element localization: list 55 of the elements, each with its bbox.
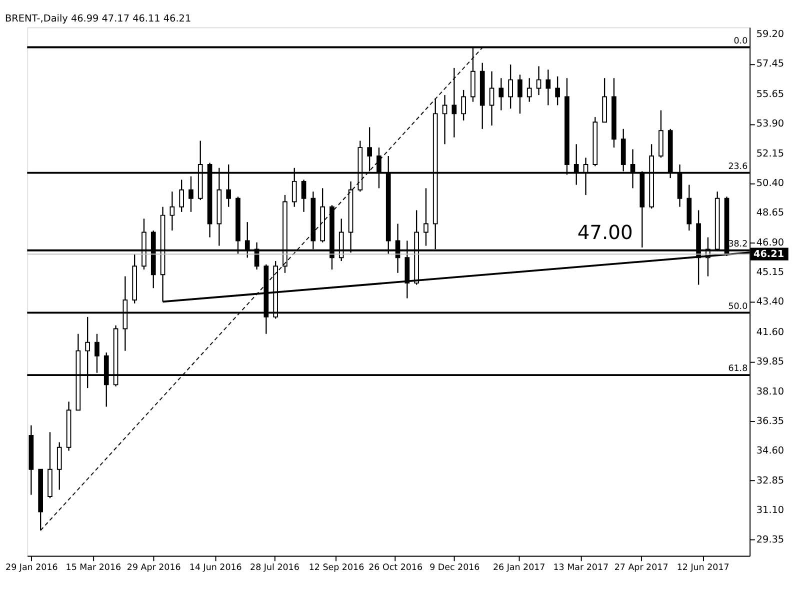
y-tick-label: 59.20: [756, 28, 784, 40]
candlestick: [498, 78, 504, 111]
candlestick: [518, 74, 522, 114]
x-tick-label: 27 Apr 2017: [614, 562, 668, 573]
annotation: 50.0: [728, 302, 748, 312]
y-tick-label: 46.90: [756, 237, 784, 248]
chart-title: BRENT-,Daily 46.99 47.17 46.11 46.21: [5, 13, 192, 24]
y-tick-label: 48.65: [756, 208, 784, 219]
x-tick-label: 13 Mar 2017: [553, 562, 609, 573]
annotation: 61.8: [728, 364, 748, 374]
ref-line-label: 46.21: [753, 249, 784, 260]
candlestick: [555, 76, 560, 106]
candlestick: [442, 94, 448, 145]
y-tick-label: 57.45: [756, 58, 784, 70]
x-tick-label: 26 Oct 2016: [368, 562, 423, 573]
y-tick-label: 31.10: [756, 504, 784, 516]
y-tick-label: 38.10: [756, 386, 784, 398]
y-tick-label: 32.85: [756, 475, 784, 486]
y-tick-label: 52.15: [756, 148, 784, 160]
x-tick-label: 29 Jan 2016: [6, 562, 58, 573]
y-tick-label: 43.40: [756, 296, 784, 308]
annotation: 23.6: [728, 162, 748, 172]
annotation: 47.00: [577, 221, 633, 244]
annotation: 0.0: [734, 36, 748, 46]
x-tick-label: 15 Mar 2016: [66, 562, 122, 573]
x-tick-label: 26 Jan 2017: [492, 562, 546, 573]
candlestick: [56, 442, 62, 490]
x-tick-label: 12 Jun 2017: [676, 562, 730, 573]
candlestick: [452, 67, 457, 138]
candlestick: [188, 176, 194, 213]
y-tick-label: 41.60: [756, 327, 784, 338]
x-tick-label: 12 Sep 2016: [308, 562, 364, 573]
candlestick: [424, 188, 428, 246]
candlestick: [489, 70, 494, 126]
y-tick-label: 36.35: [756, 416, 784, 428]
candlestick: [461, 89, 466, 122]
y-tick-label: 34.60: [756, 446, 784, 457]
y-tick-label: 53.90: [756, 118, 784, 130]
x-tick-label: 29 Apr 2016: [126, 562, 181, 573]
y-tick-label: 45.15: [756, 266, 784, 278]
y-tick-label: 29.35: [756, 534, 784, 546]
candlestick: [526, 78, 532, 102]
y-tick-label: 50.40: [756, 178, 784, 190]
candlestick: [546, 69, 551, 106]
y-tick-label: 55.65: [756, 89, 784, 100]
candlestick: [536, 66, 542, 96]
x-tick-label: 14 Jun 2016: [189, 562, 242, 573]
candlestick: [170, 191, 175, 232]
annotation: 38.2: [728, 239, 748, 250]
candlestick: [301, 179, 306, 213]
x-tick-label: 9 Dec 2016: [430, 562, 480, 573]
candlestick: [179, 179, 184, 213]
candlestick: [508, 64, 513, 110]
x-tick-label: 28 Jul 2016: [250, 562, 300, 573]
y-tick-label: 39.85: [756, 356, 784, 368]
